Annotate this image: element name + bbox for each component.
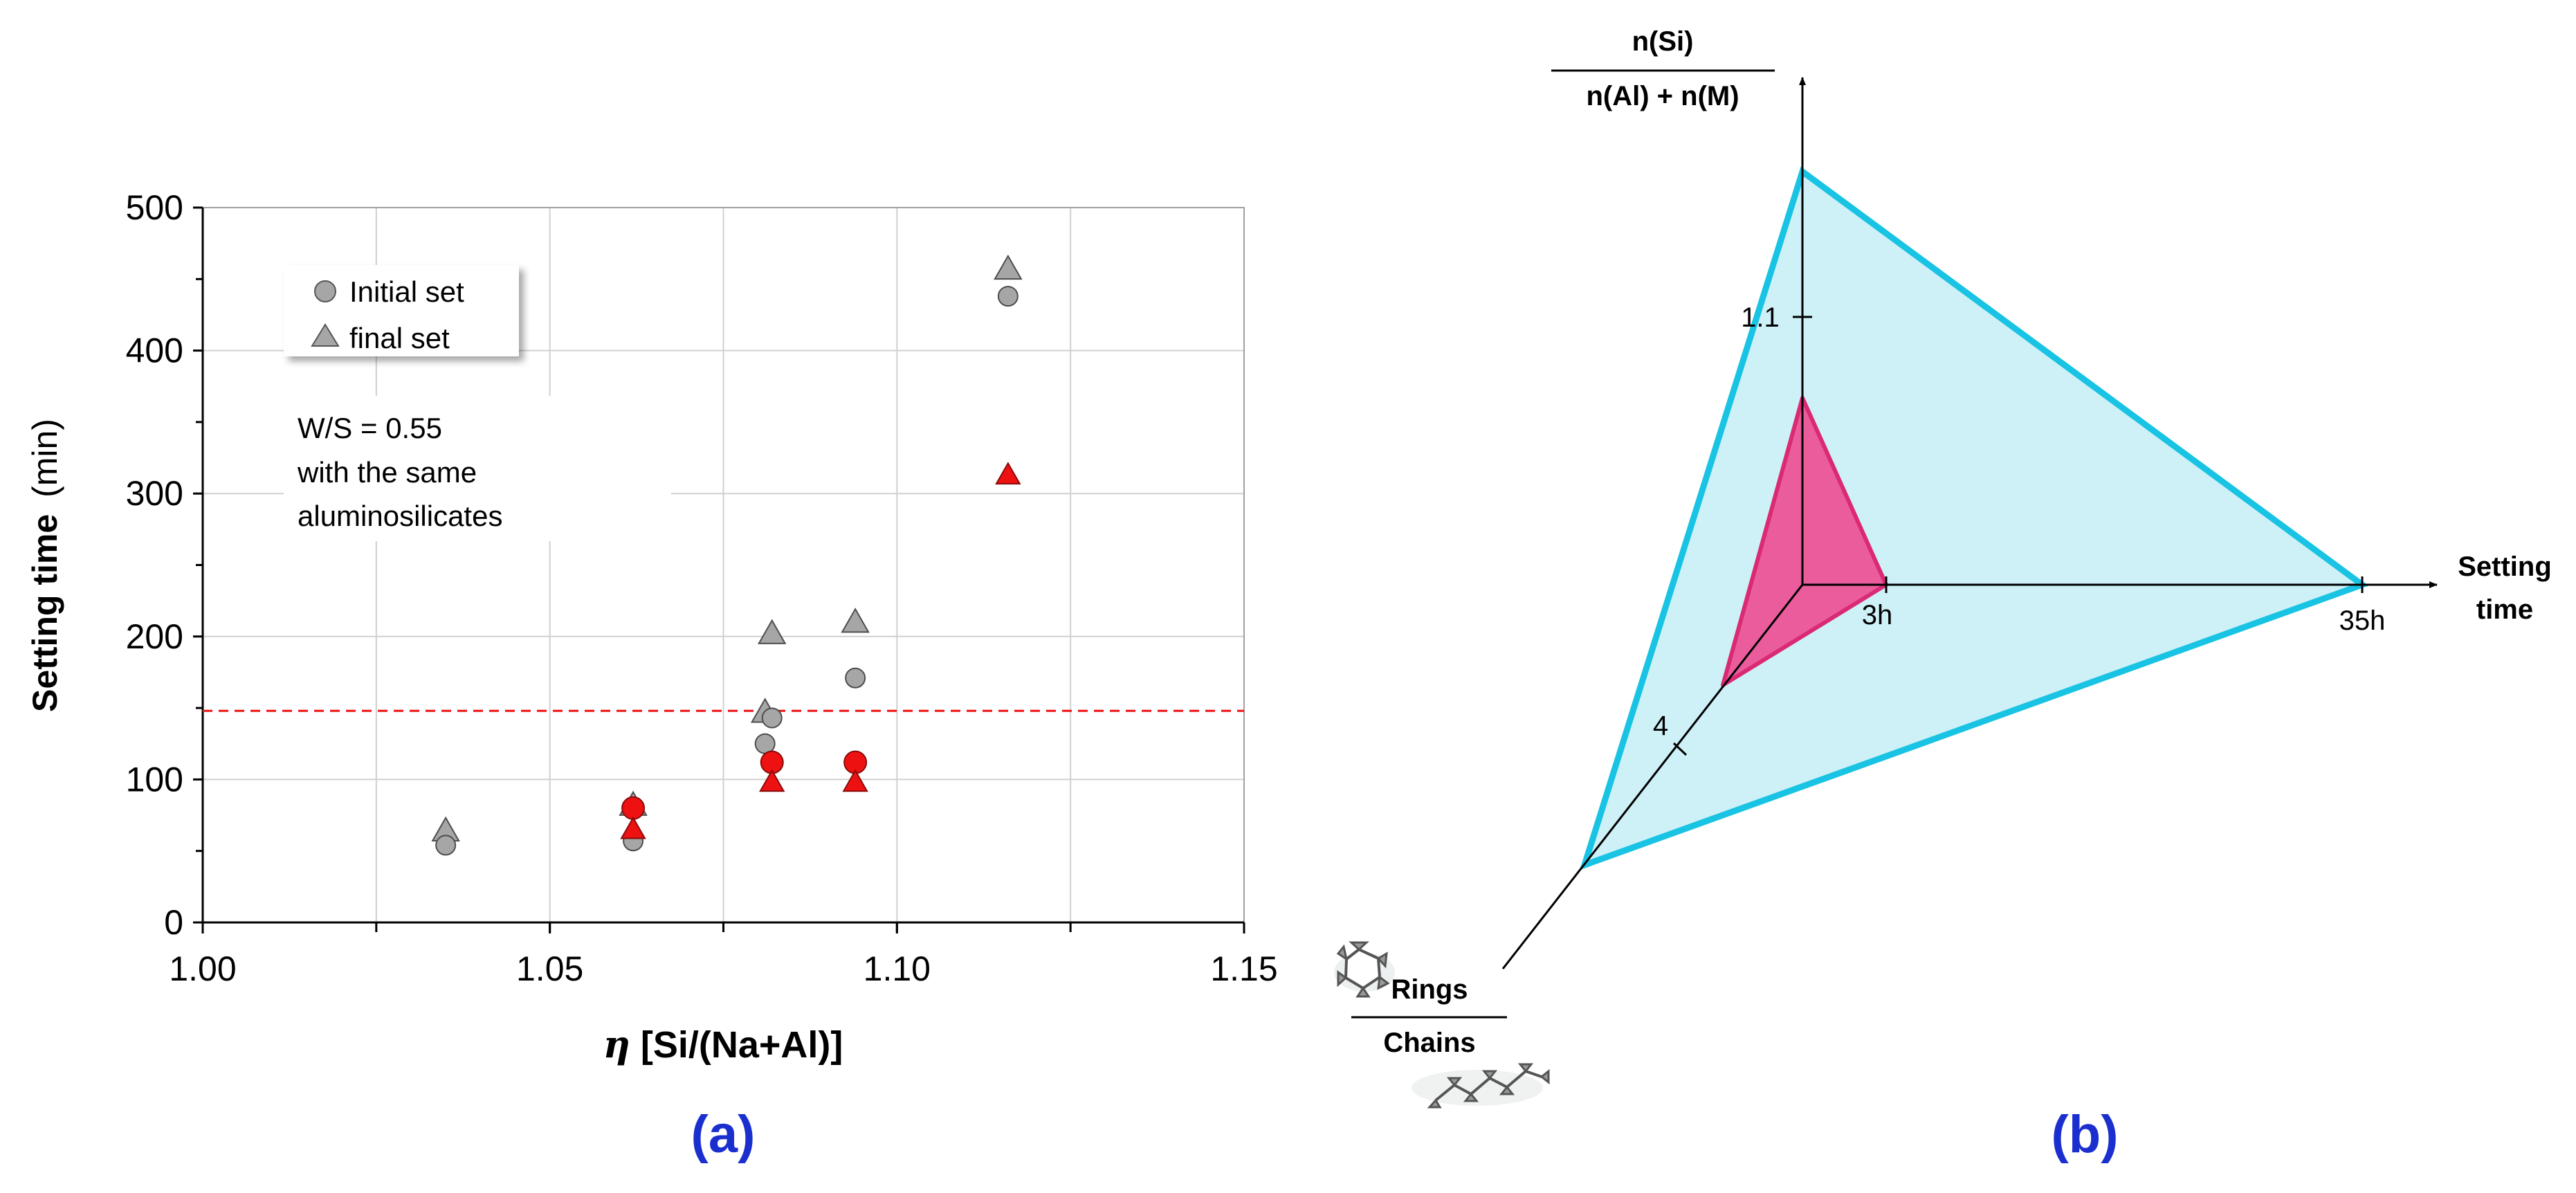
y-tick-labels: 0 100 200 300 400 500 (126, 188, 183, 942)
data-point-triangle (759, 769, 785, 792)
y-tick-label: 300 (126, 474, 183, 513)
note-line-3: aluminosilicates (298, 500, 502, 532)
legend-triangle-marker (311, 323, 340, 347)
note-line-2: with the same (297, 456, 477, 489)
tick-label-3h: 3h (1862, 600, 1893, 630)
legend-circle-marker (314, 280, 336, 302)
tick-label-4: 4 (1653, 711, 1668, 741)
panel-a-scatter-chart: 0 100 200 300 400 500 1.00 1.05 1.10 1.15 Initia… (26, 188, 1278, 1164)
tick-label-35h: 35h (2339, 605, 2386, 636)
axis-diagonal (1501, 584, 1804, 969)
data-point-circle (435, 835, 457, 856)
y-tick-label: 500 (126, 188, 183, 227)
axis-label-diag-denominator: Chains (1383, 1028, 1475, 1058)
y-tick-label: 200 (126, 617, 183, 656)
x-tick-label: 1.05 (516, 949, 583, 988)
chain-molecule-icon (1412, 1063, 1550, 1109)
x-tick-label: 1.00 (169, 949, 236, 988)
panel-label-a: (a) (691, 1105, 756, 1164)
data-point-triangle (995, 462, 1021, 485)
data-point-triangle (620, 816, 646, 839)
legend-label-initial-set: Initial set (349, 275, 464, 308)
axis-label-right-line2: time (2476, 594, 2533, 625)
x-tick-labels: 1.00 1.05 1.10 1.15 (169, 949, 1277, 988)
data-point-triangle (842, 769, 868, 792)
panel-b-radar-diagram: 1.1 3h 35h 4 n(Si) n(Al) + n(M) Setting … (1334, 26, 2552, 1164)
axis-label-top-numerator: n(Si) (1632, 26, 1694, 57)
y-tick-label: 0 (164, 903, 183, 942)
legend-label-final-set: final set (349, 322, 450, 354)
data-point-triangle (758, 619, 787, 644)
x-tick-label: 1.15 (1210, 949, 1277, 988)
x-axis-title: η [Si/(Na+Al)] (603, 1022, 843, 1066)
data-points (431, 254, 1023, 856)
axis-label-diag-numerator: Rings (1391, 974, 1468, 1005)
data-point-triangle (841, 608, 870, 633)
axis-label-right-line1: Setting (2458, 552, 2552, 582)
y-axis-title-unit: (min) (26, 419, 64, 498)
data-point-triangle (994, 254, 1023, 280)
y-tick-label: 400 (126, 331, 183, 370)
data-point-circle (761, 707, 783, 729)
data-point-circle (621, 796, 646, 820)
note-line-1: W/S = 0.55 (298, 412, 442, 444)
legend: Initial set final set (284, 265, 519, 356)
panel-label-b: (b) (2051, 1105, 2118, 1164)
small-pink-triangle (1721, 396, 1888, 687)
data-point-circle (754, 733, 776, 754)
x-axis-title-rest: [Si/(Na+Al)] (641, 1024, 843, 1066)
axis-ticks (193, 206, 1245, 934)
x-axis-title-symbol: η (603, 1022, 630, 1066)
note-background (284, 396, 671, 541)
y-axis-title: Setting time (min) (26, 419, 64, 712)
data-point-circle (845, 667, 866, 689)
ring-molecule-icon (1334, 941, 1395, 998)
tick-label-1-1: 1.1 (1741, 302, 1780, 333)
y-axis-title-main: Setting time (26, 514, 64, 712)
y-tick-label: 100 (126, 760, 183, 799)
data-point-circle (997, 286, 1018, 307)
large-cyan-triangle (1579, 166, 2369, 871)
x-tick-label: 1.10 (864, 949, 931, 988)
axis-label-top-denominator: n(Al) + n(M) (1586, 81, 1739, 111)
tick-diag (1672, 742, 1688, 756)
